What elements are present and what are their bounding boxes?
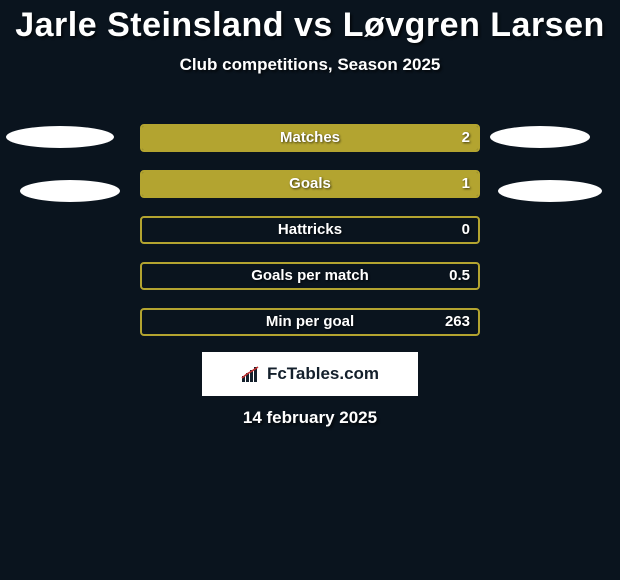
comparison-title: Jarle Steinsland vs Løvgren Larsen	[0, 0, 620, 45]
fctables-logo[interactable]: FcTables.com	[202, 352, 418, 396]
player-marker-left	[20, 180, 120, 202]
stat-bar-value: 0	[462, 218, 470, 242]
stat-bar: Hattricks0	[140, 216, 480, 244]
stat-bar: Goals1	[140, 170, 480, 198]
stat-bar-value: 0.5	[449, 264, 470, 288]
stat-bar-label: Min per goal	[142, 310, 478, 334]
bar-chart-icon	[241, 366, 261, 382]
date-label: 14 february 2025	[0, 408, 620, 428]
stat-bar-label: Hattricks	[142, 218, 478, 242]
fctables-logo-text: FcTables.com	[267, 364, 379, 384]
player-marker-right	[498, 180, 602, 202]
stat-bar-label: Goals	[142, 172, 478, 196]
stat-bar-label: Matches	[142, 126, 478, 150]
stat-bar: Min per goal263	[140, 308, 480, 336]
comparison-subtitle: Club competitions, Season 2025	[0, 55, 620, 75]
stat-bar: Goals per match0.5	[140, 262, 480, 290]
player-marker-right	[490, 126, 590, 148]
stat-bar-value: 1	[462, 172, 470, 196]
player-marker-left	[6, 126, 114, 148]
stat-bars-region: Matches2Goals1Hattricks0Goals per match0…	[140, 124, 480, 354]
stat-bar-value: 263	[445, 310, 470, 334]
stat-bar: Matches2	[140, 124, 480, 152]
stat-bar-label: Goals per match	[142, 264, 478, 288]
stat-bar-value: 2	[462, 126, 470, 150]
